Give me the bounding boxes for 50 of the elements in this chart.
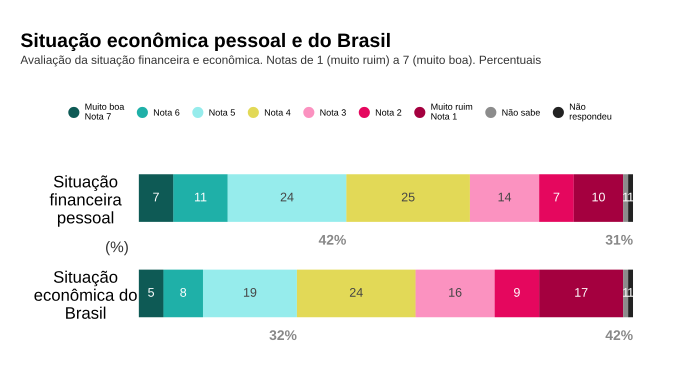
legend-label: Não sabe (502, 109, 540, 116)
data-label: 5 (148, 288, 154, 297)
text: (%) (106, 241, 128, 256)
bar (202, 270, 297, 318)
bar (346, 174, 470, 222)
bar (574, 174, 624, 222)
legend-label: Nota 4 (264, 109, 291, 116)
bar (623, 270, 628, 318)
legend-label: Muito ruim Nota 1 (431, 103, 472, 120)
bar (623, 174, 628, 222)
bar (416, 270, 495, 318)
legend-label: Muito boa Nota 7 (85, 103, 124, 120)
annotation: 42% (318, 234, 346, 245)
y-tick-label: Situação financeira pessoal (50, 175, 122, 227)
legend-label: Nota 2 (376, 109, 402, 116)
bar (539, 174, 574, 222)
y-tick-label: Situação econômica do Brasil (34, 270, 137, 319)
annotation: 31% (606, 234, 633, 245)
legend-label: Nota 5 (209, 109, 235, 116)
data-label: 9 (514, 288, 520, 297)
data-label: 7 (554, 192, 560, 202)
data-label: 14 (498, 192, 512, 202)
data-label: 17 (575, 288, 588, 297)
bar (163, 270, 203, 318)
legend-label: Nota 3 (320, 109, 346, 116)
chart-title: Situação econômica pessoal e do Brasil (20, 32, 390, 52)
data-label: 25 (402, 192, 415, 202)
bar (173, 174, 228, 222)
bar (470, 174, 540, 222)
data-label: 7 (153, 192, 159, 202)
bar (539, 270, 624, 318)
data-label: 16 (449, 288, 462, 297)
data-label: 1 (623, 192, 629, 202)
bar (296, 270, 416, 318)
legend-label: Não respondeu (570, 103, 612, 122)
data-label: 10 (592, 192, 605, 202)
data-label: 8 (180, 288, 186, 297)
chart-subtitle: Avaliação da situação financeira e econômica. Notas de 1 (muito ruim) a 7 (muito boa). Percentuais (20, 55, 541, 66)
bar (494, 270, 540, 318)
data-label: 11 (194, 192, 206, 202)
legend-label: Nota 6 (154, 109, 180, 116)
data-label: 1 (623, 288, 629, 297)
annotation: 32% (269, 330, 297, 340)
data-label: 19 (244, 288, 256, 297)
data-label: 24 (350, 288, 363, 297)
annotation: 42% (605, 330, 633, 340)
bar (138, 174, 174, 222)
bar (138, 270, 164, 318)
bar (228, 174, 346, 222)
data-label: 24 (280, 192, 294, 202)
